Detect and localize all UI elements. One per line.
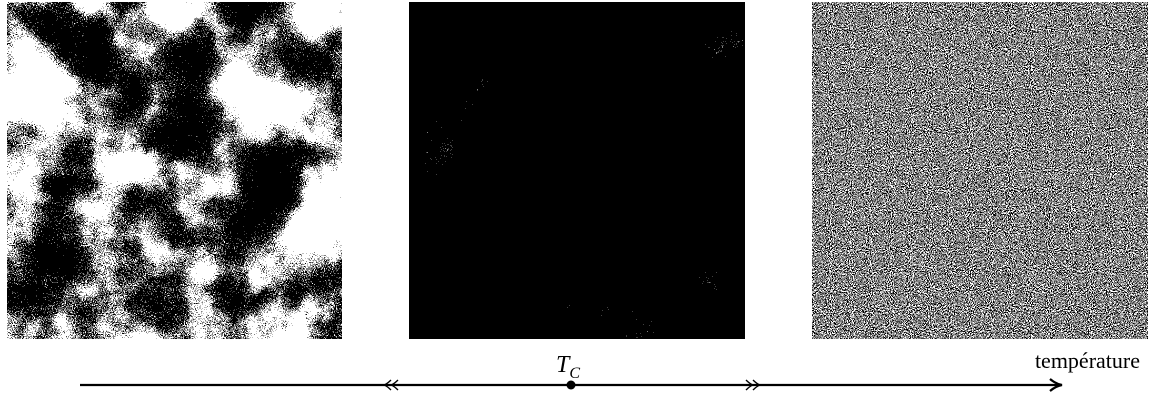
low-temperature-panel [7,2,342,339]
axis-label: température [1035,348,1140,373]
critical-label: TC [556,352,580,382]
flow-left-arrow [381,379,399,391]
high-temperature-panel [812,2,1148,339]
critical-symbol: T [556,352,571,378]
critical-point [566,380,576,390]
flow-right-arrow [745,379,763,391]
axis-arrowhead [1049,378,1063,392]
critical-temperature-panel [409,2,745,339]
critical-subscript: C [569,365,580,382]
